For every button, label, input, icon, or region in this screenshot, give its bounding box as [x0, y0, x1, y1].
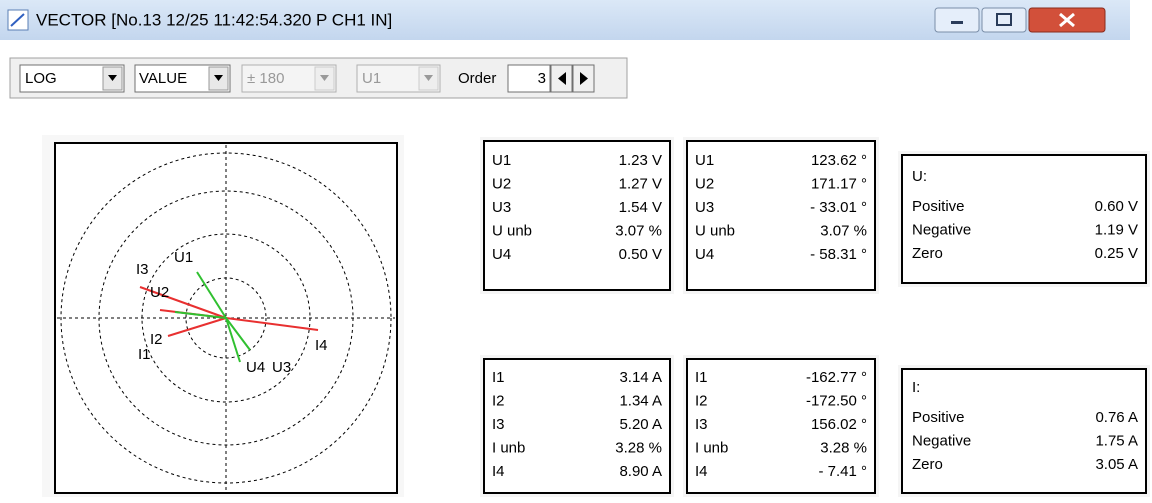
row-value: 3.28 %: [615, 439, 662, 456]
order-field[interactable]: [507, 64, 551, 93]
row-value: 1.23 V: [619, 152, 662, 169]
row-value: 0.76 A: [1095, 409, 1138, 426]
row-label: I1: [695, 369, 708, 386]
row-label: I1: [492, 369, 505, 386]
row-label: Zero: [912, 456, 943, 473]
table-box: [483, 358, 671, 494]
row-value: 123.62 °: [811, 152, 867, 169]
vector-label: I1: [138, 346, 151, 363]
combo-text: VALUE: [139, 70, 187, 87]
row-label: U1: [492, 152, 511, 169]
row-label: U4: [492, 246, 511, 263]
vector-label: I3: [136, 261, 149, 278]
row-value: 1.54 V: [619, 199, 662, 216]
order-value: 3: [538, 70, 546, 87]
window-title: VECTOR [No.13 12/25 11:42:54.320 P CH1 I…: [36, 10, 392, 29]
reference-combo: U1: [356, 64, 441, 93]
row-value: 0.60 V: [1095, 198, 1138, 215]
sequence-title: I:: [912, 379, 920, 396]
row-label: I3: [492, 416, 505, 433]
table-box: [901, 154, 1147, 284]
row-label: U2: [492, 175, 511, 192]
row-label: U2: [695, 175, 714, 192]
combo-text: LOG: [25, 70, 57, 87]
row-value: - 58.31 °: [810, 246, 867, 263]
minimize-button[interactable]: [934, 7, 980, 33]
sequence-title: U:: [912, 168, 927, 185]
value-mode-combo[interactable]: VALUE: [134, 64, 231, 93]
vector-label: I4: [315, 337, 328, 354]
row-value: 3.28 %: [820, 439, 867, 456]
row-value: -162.77 °: [806, 369, 867, 386]
row-value: 156.02 °: [811, 416, 867, 433]
maximize-button[interactable]: [981, 7, 1027, 33]
row-label: Zero: [912, 245, 943, 262]
row-value: 3.07 %: [615, 222, 662, 239]
row-value: 5.20 A: [619, 416, 662, 433]
table-box: [483, 140, 671, 291]
row-value: 171.17 °: [811, 175, 867, 192]
order-label: Order: [458, 70, 496, 87]
row-value: 0.25 V: [1095, 245, 1138, 262]
voltage-vectors: [174, 271, 251, 363]
row-label: I2: [695, 392, 708, 409]
row-label: U4: [695, 246, 714, 263]
vector-label: U3: [272, 359, 291, 376]
row-label: I2: [492, 392, 505, 409]
row-label: U1: [695, 152, 714, 169]
row-value: 0.50 V: [619, 246, 662, 263]
row-value: 8.90 A: [619, 463, 662, 480]
row-value: 1.75 A: [1095, 432, 1138, 449]
row-value: 1.27 V: [619, 175, 662, 192]
row-value: 3.14 A: [619, 369, 662, 386]
row-label: Negative: [912, 221, 971, 238]
row-value: 3.05 A: [1095, 456, 1138, 473]
row-label: I4: [695, 463, 708, 480]
row-label: U unb: [695, 222, 735, 239]
row-value: 1.19 V: [1095, 221, 1138, 238]
row-value: - 7.41 °: [818, 463, 867, 480]
row-label: Negative: [912, 432, 971, 449]
vector-label: U2: [150, 284, 169, 301]
row-value: 3.07 %: [820, 222, 867, 239]
row-label: I3: [695, 416, 708, 433]
row-value: - 33.01 °: [810, 199, 867, 216]
vector-label: I2: [150, 331, 163, 348]
row-value: -172.50 °: [806, 392, 867, 409]
table-box: [686, 140, 876, 291]
combo-text: ± 180: [247, 70, 284, 87]
row-label: I unb: [695, 439, 728, 456]
row-label: Positive: [912, 198, 965, 215]
row-label: U unb: [492, 222, 532, 239]
table-box: [901, 368, 1147, 494]
row-label: I4: [492, 463, 505, 480]
vector-label: U4: [246, 359, 265, 376]
display-mode-combo[interactable]: LOG: [19, 64, 125, 93]
row-label: U3: [492, 199, 511, 216]
table-box: [686, 358, 876, 494]
angle-range-combo: ± 180: [241, 64, 337, 93]
row-value: 1.34 A: [619, 392, 662, 409]
row-label: I unb: [492, 439, 525, 456]
vector-label: U1: [174, 249, 193, 266]
combo-text: U1: [362, 70, 381, 87]
row-label: Positive: [912, 409, 965, 426]
row-label: U3: [695, 199, 714, 216]
